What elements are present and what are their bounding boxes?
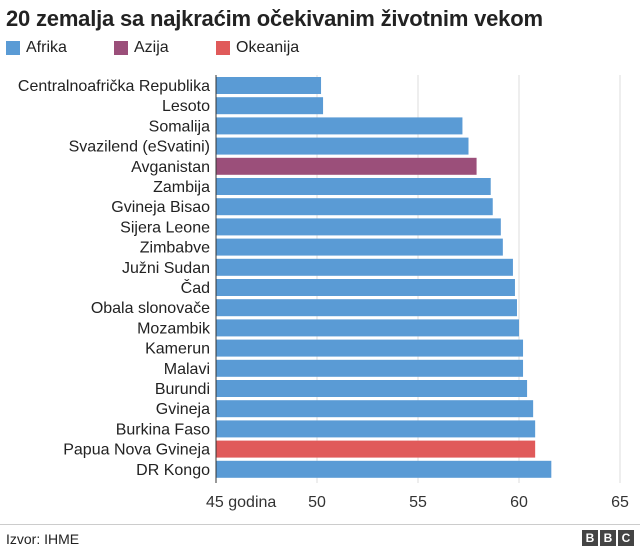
x-tick-label: 45 godina [206, 494, 276, 511]
x-tick-label: 60 [510, 494, 528, 511]
bar [216, 117, 463, 135]
bar [216, 339, 524, 357]
bar [216, 218, 501, 236]
category-label: Somalija [149, 118, 210, 135]
legend-item-azija: Azija [114, 38, 169, 58]
x-tick-label: 55 [409, 494, 427, 511]
bar [216, 319, 519, 337]
category-label: Čad [181, 278, 210, 297]
category-label: Južni Sudan [122, 260, 210, 277]
legend-swatch-okeanija [216, 41, 230, 55]
category-label: Centralnoafrička Republika [18, 78, 210, 95]
category-label: Burkina Faso [116, 421, 210, 438]
bbc-logo-letter: C [618, 530, 634, 546]
bar [216, 380, 528, 397]
category-label: Burundi [155, 381, 210, 398]
category-label: Kamerun [145, 341, 210, 358]
category-label: Zimbabve [140, 240, 210, 257]
x-tick-label: 65 [611, 494, 629, 511]
category-label: Obala slonovače [91, 300, 210, 317]
bar [216, 460, 552, 478]
bbc-logo-letter: B [600, 530, 616, 546]
category-label: DR Kongo [136, 462, 210, 479]
bar [216, 258, 513, 276]
bbc-logo-letter: B [582, 530, 598, 546]
footer-divider [0, 524, 640, 525]
bar [216, 279, 515, 296]
bar [216, 420, 536, 438]
category-label: Mozambik [137, 320, 211, 337]
legend-swatch-azija [114, 41, 128, 55]
category-label: Sijera Leone [120, 219, 210, 236]
bar [216, 198, 493, 216]
bar [216, 400, 534, 418]
legend-item-afrika: Afrika [6, 38, 67, 58]
legend: Afrika Azija Okeanija [0, 38, 640, 60]
legend-item-okeanija: Okeanija [216, 38, 299, 58]
bar [216, 178, 491, 195]
chart-title: 20 zemalja sa najkraćim očekivanim život… [6, 6, 543, 31]
bar-chart: Centralnoafrička Republika Lesoto Somalija… [18, 75, 629, 511]
category-label: Lesoto [162, 98, 210, 115]
category-label: Avganistan [131, 159, 210, 176]
category-label: Zambija [153, 179, 210, 196]
source-note: Izvor: IHME [6, 531, 80, 547]
legend-label-afrika: Afrika [26, 39, 67, 56]
bar [216, 238, 503, 256]
bbc-logo: B B C [582, 530, 634, 546]
x-tick-label: 50 [308, 494, 326, 511]
bar [216, 77, 322, 94]
bar [216, 97, 324, 115]
category-label: Gvineja Bisao [111, 199, 210, 216]
bar [216, 299, 517, 317]
legend-swatch-afrika [6, 41, 20, 55]
bar [216, 137, 469, 155]
legend-label-okeanija: Okeanija [236, 39, 300, 56]
category-label: Papua Nova Gvineja [63, 442, 210, 459]
bar [216, 440, 536, 458]
legend-label-azija: Azija [134, 39, 169, 56]
bar [216, 359, 524, 377]
category-label: Gvineja [156, 401, 210, 418]
category-label: Svazilend (eSvatini) [69, 139, 210, 156]
category-label: Malavi [164, 361, 210, 378]
bar [216, 157, 477, 175]
